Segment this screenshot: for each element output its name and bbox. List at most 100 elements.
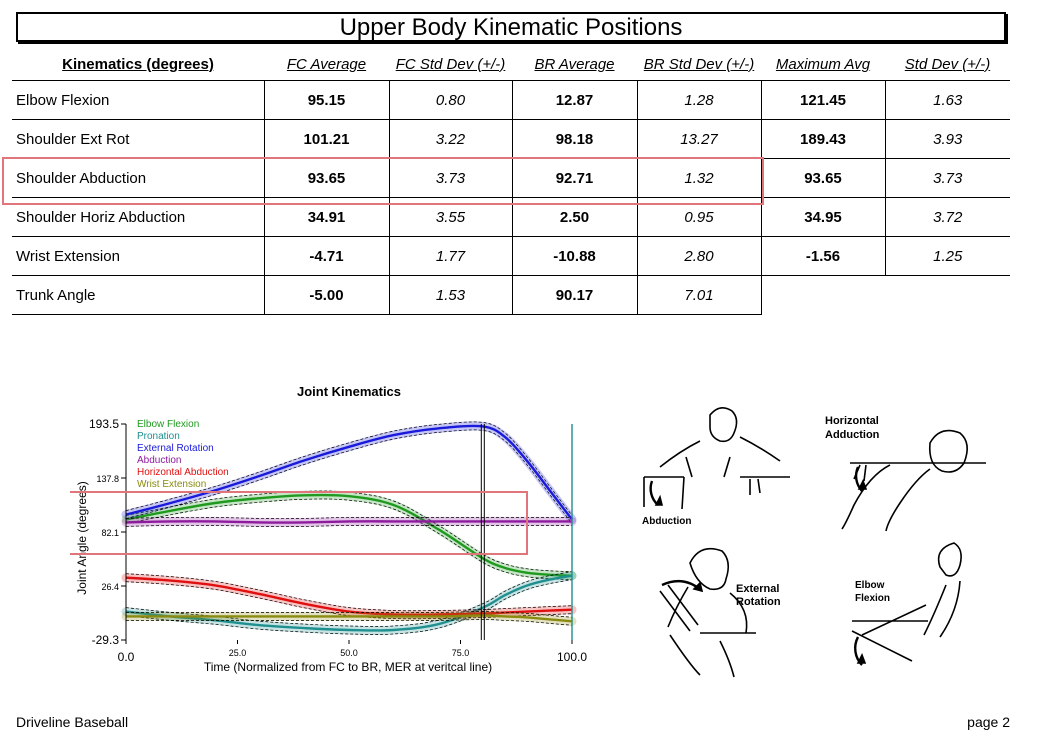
series-line-5 <box>126 614 573 623</box>
x-tick-label: 0.0 <box>118 650 135 664</box>
max-std-dev-cell: 1.25 <box>885 236 1010 276</box>
row-label: Elbow Flexion <box>12 80 265 120</box>
table-row-wrist-extension: Wrist Extension -4.71 1.77 -10.88 2.80 -… <box>12 236 1010 276</box>
legend-entry: Elbow Flexion <box>137 419 199 430</box>
fc-average-cell: -4.71 <box>264 236 390 276</box>
fc-average-cell: 95.15 <box>264 80 390 120</box>
table-row-shoulder-ext-rot: Shoulder Ext Rot 101.21 3.22 98.18 13.27… <box>12 119 1010 159</box>
br-average-cell: 90.17 <box>512 275 638 315</box>
br-average-cell: 2.50 <box>512 197 638 237</box>
series-lower-bound-5 <box>125 619 573 626</box>
col-header-fc-average: FC Average <box>286 55 367 73</box>
series-upper-bound-4 <box>125 573 573 612</box>
series-upper-bound-2 <box>125 421 573 516</box>
horizontal-adduction-label-line1: Horizontal <box>825 415 879 427</box>
table-row-elbow-flexion: Elbow Flexion 95.15 0.80 12.87 1.28 121.… <box>12 80 1010 120</box>
x-tick-label: 50.0 <box>340 648 358 658</box>
maximum-avg-cell: -1.56 <box>761 236 886 276</box>
page-title: Upper Body Kinematic Positions <box>16 12 1006 42</box>
legend-entry: Horizontal Abduction <box>137 467 229 478</box>
fc-std-dev-cell: 1.53 <box>389 275 513 315</box>
elbow-flexion-figure: Elbow Flexion <box>851 542 962 666</box>
row-label: Wrist Extension <box>12 236 265 276</box>
row-label: Shoulder Abduction <box>12 158 265 198</box>
maximum-avg-cell <box>761 276 885 315</box>
series-lower-bound-0 <box>125 498 573 581</box>
y-tick-label: 26.4 <box>101 582 119 592</box>
br-std-dev-cell: 1.32 <box>637 158 762 198</box>
max-std-dev-cell: 3.93 <box>885 119 1010 159</box>
col-header-std-dev: Std Dev (+/-) <box>904 55 991 73</box>
maximum-avg-cell: 121.45 <box>761 80 886 120</box>
highlight-box-abduction-curve <box>70 491 528 555</box>
table-row-shoulder-horiz-abduction: Shoulder Horiz Abduction 34.91 3.55 2.50… <box>12 197 1010 237</box>
horizontal-adduction-label-line2: Adduction <box>825 429 880 441</box>
br-std-dev-cell: 1.28 <box>637 80 762 120</box>
table-header-row: Kinematics (degrees) FC Average FC Std D… <box>12 48 1010 81</box>
br-average-cell: 12.87 <box>512 80 638 120</box>
legend-entry: External Rotation <box>137 443 214 454</box>
joint-kinematics-chart: Joint Kinematics -29.3 26.4 82.1 137.8 193.5… <box>70 384 587 674</box>
series-line-2 <box>125 424 573 521</box>
fc-std-dev-cell: 3.55 <box>389 197 513 237</box>
table-row-trunk-angle: Trunk Angle -5.00 1.53 90.17 7.01 <box>12 275 1010 315</box>
x-tick-label: 75.0 <box>452 648 470 658</box>
external-rotation-label-line1: External <box>736 583 779 595</box>
col-header-br-std-dev: BR Std Dev (+/-) <box>643 55 755 73</box>
legend-entry: Pronation <box>137 431 180 442</box>
joint-motion-illustrations: Abduction Horizontal Adduction External Ro… <box>642 407 986 678</box>
abduction-figure: Abduction <box>642 407 790 527</box>
fc-average-cell: 93.65 <box>264 158 390 198</box>
plot-area <box>121 421 577 640</box>
fc-std-dev-cell: 0.80 <box>389 80 513 120</box>
y-tick-label: 193.5 <box>89 417 119 431</box>
series-line-4 <box>125 576 573 616</box>
y-tick-label: 82.1 <box>101 528 119 538</box>
max-std-dev-cell: 3.72 <box>885 197 1010 237</box>
series-line-1 <box>125 574 573 632</box>
row-label: Trunk Angle <box>12 275 265 315</box>
y-tick-label: 137.8 <box>96 474 119 484</box>
br-std-dev-cell: 7.01 <box>637 275 762 315</box>
external-rotation-label: External Rotation <box>736 583 781 608</box>
row-label: Shoulder Ext Rot <box>12 119 265 159</box>
fc-average-cell: -5.00 <box>264 275 390 315</box>
elbow-flexion-label-line1: Elbow <box>855 580 885 591</box>
kinematics-table: Kinematics (degrees) FC Average FC Std D… <box>12 48 1010 315</box>
max-std-dev-cell: 3.73 <box>885 158 1010 198</box>
legend-entry: Wrist Extension <box>137 479 206 490</box>
series-lower-bound-2 <box>125 429 573 524</box>
series-line-0 <box>125 493 573 577</box>
chart-title: Joint Kinematics <box>297 384 401 399</box>
br-average-cell: 98.18 <box>512 119 638 159</box>
br-average-cell: -10.88 <box>512 236 638 276</box>
horizontal-adduction-label: Horizontal Adduction <box>825 415 880 441</box>
abduction-label: Abduction <box>642 516 691 527</box>
max-std-dev-cell: 1.63 <box>885 80 1010 120</box>
col-header-maximum-avg: Maximum Avg <box>775 55 871 73</box>
col-header-kinematics: Kinematics (degrees) <box>62 55 214 73</box>
br-std-dev-cell: 13.27 <box>637 119 762 159</box>
br-average-cell: 92.71 <box>512 158 638 198</box>
table-row-shoulder-abduction: Shoulder Abduction 93.65 3.73 92.71 1.32… <box>12 158 1010 198</box>
footer-brand: Driveline Baseball <box>16 714 129 730</box>
horizontal-adduction-figure: Horizontal Adduction <box>825 415 986 532</box>
footer-page-number: page 2 <box>967 714 1010 730</box>
series-lower-bound-4 <box>125 581 573 620</box>
row-label: Shoulder Horiz Abduction <box>12 197 265 237</box>
fc-std-dev-cell: 3.22 <box>389 119 513 159</box>
external-rotation-figure: External Rotation <box>659 547 781 678</box>
y-axis-label: Joint Angle (degrees) <box>75 481 89 594</box>
maximum-avg-cell: 93.65 <box>761 158 886 198</box>
series-upper-bound-1 <box>125 571 573 627</box>
fc-std-dev-cell: 3.73 <box>389 158 513 198</box>
series-upper-bound-5 <box>125 611 573 618</box>
elbow-flexion-label-line2: Flexion <box>855 593 890 604</box>
elbow-flexion-label: Elbow Flexion <box>855 580 890 604</box>
x-tick-label: 25.0 <box>229 648 247 658</box>
fc-std-dev-cell: 1.77 <box>389 236 513 276</box>
chart-axes: -29.3 26.4 82.1 137.8 193.5 0.0 25.0 50.0 75.0 10… <box>89 417 587 664</box>
maximum-avg-cell: 189.43 <box>761 119 886 159</box>
series-lower-bound-1 <box>125 579 573 635</box>
col-header-br-average: BR Average <box>534 55 615 73</box>
